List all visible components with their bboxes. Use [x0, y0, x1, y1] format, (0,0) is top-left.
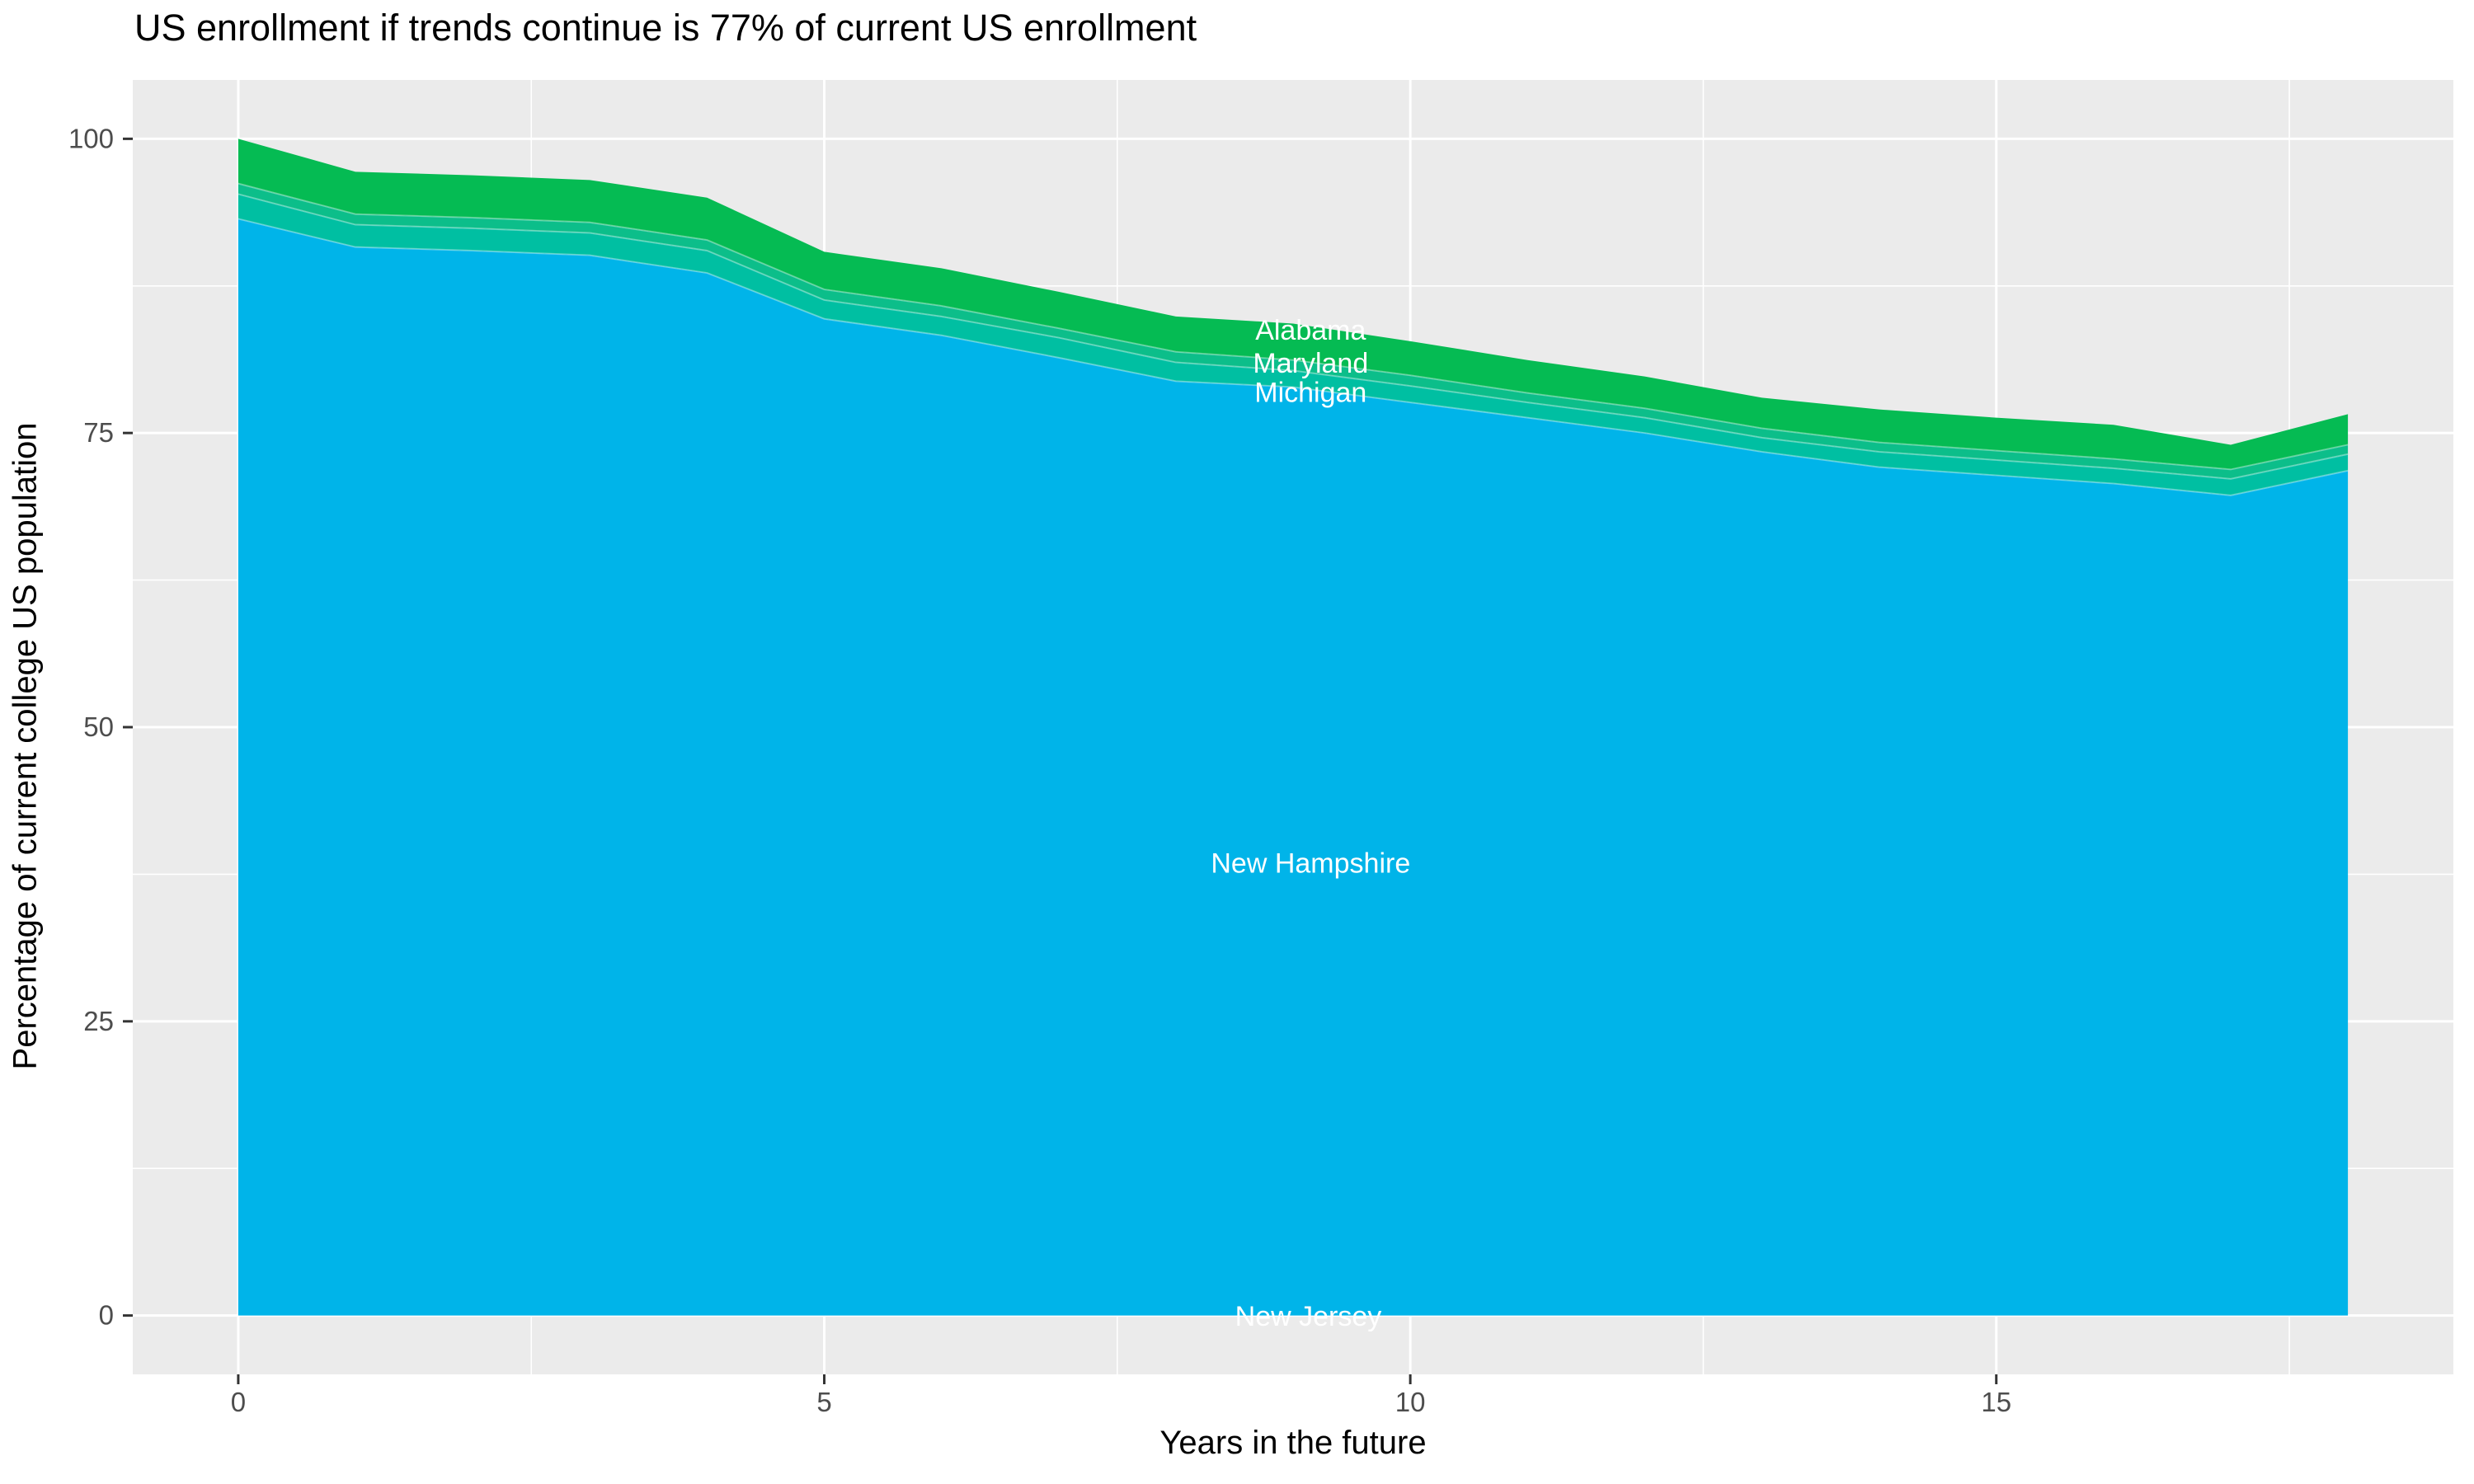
x-tick-label: 5	[816, 1387, 831, 1417]
area-new-hampshire	[238, 218, 2349, 1316]
state-label-new-hampshire: New Hampshire	[1211, 848, 1410, 880]
state-label-michigan: Michigan	[1254, 378, 1366, 409]
x-tick-label: 0	[231, 1387, 246, 1417]
y-axis-title: Percentage of current college US populat…	[7, 422, 44, 1070]
x-axis-title: Years in the future	[1159, 1425, 1427, 1461]
area-alabama	[238, 139, 2349, 470]
band-divider	[238, 193, 2349, 480]
state-label-alabama: Alabama	[1255, 315, 1366, 346]
y-tick-label: 75	[83, 417, 114, 448]
y-tick-label: 50	[83, 711, 114, 742]
x-tick-label: 10	[1395, 1387, 1426, 1417]
y-tick-label: 100	[68, 123, 114, 153]
y-tick-label: 0	[99, 1300, 114, 1331]
band-divider	[238, 218, 2349, 496]
y-tick-label: 25	[83, 1006, 114, 1036]
x-tick-label: 15	[1981, 1387, 2011, 1417]
band-divider	[238, 182, 2349, 471]
state-label-maryland: Maryland	[1253, 348, 1368, 379]
chart-title: US enrollment if trends continue is 77% …	[134, 7, 1197, 49]
state-label-new-jersey: New Jersey	[1235, 1301, 1382, 1332]
